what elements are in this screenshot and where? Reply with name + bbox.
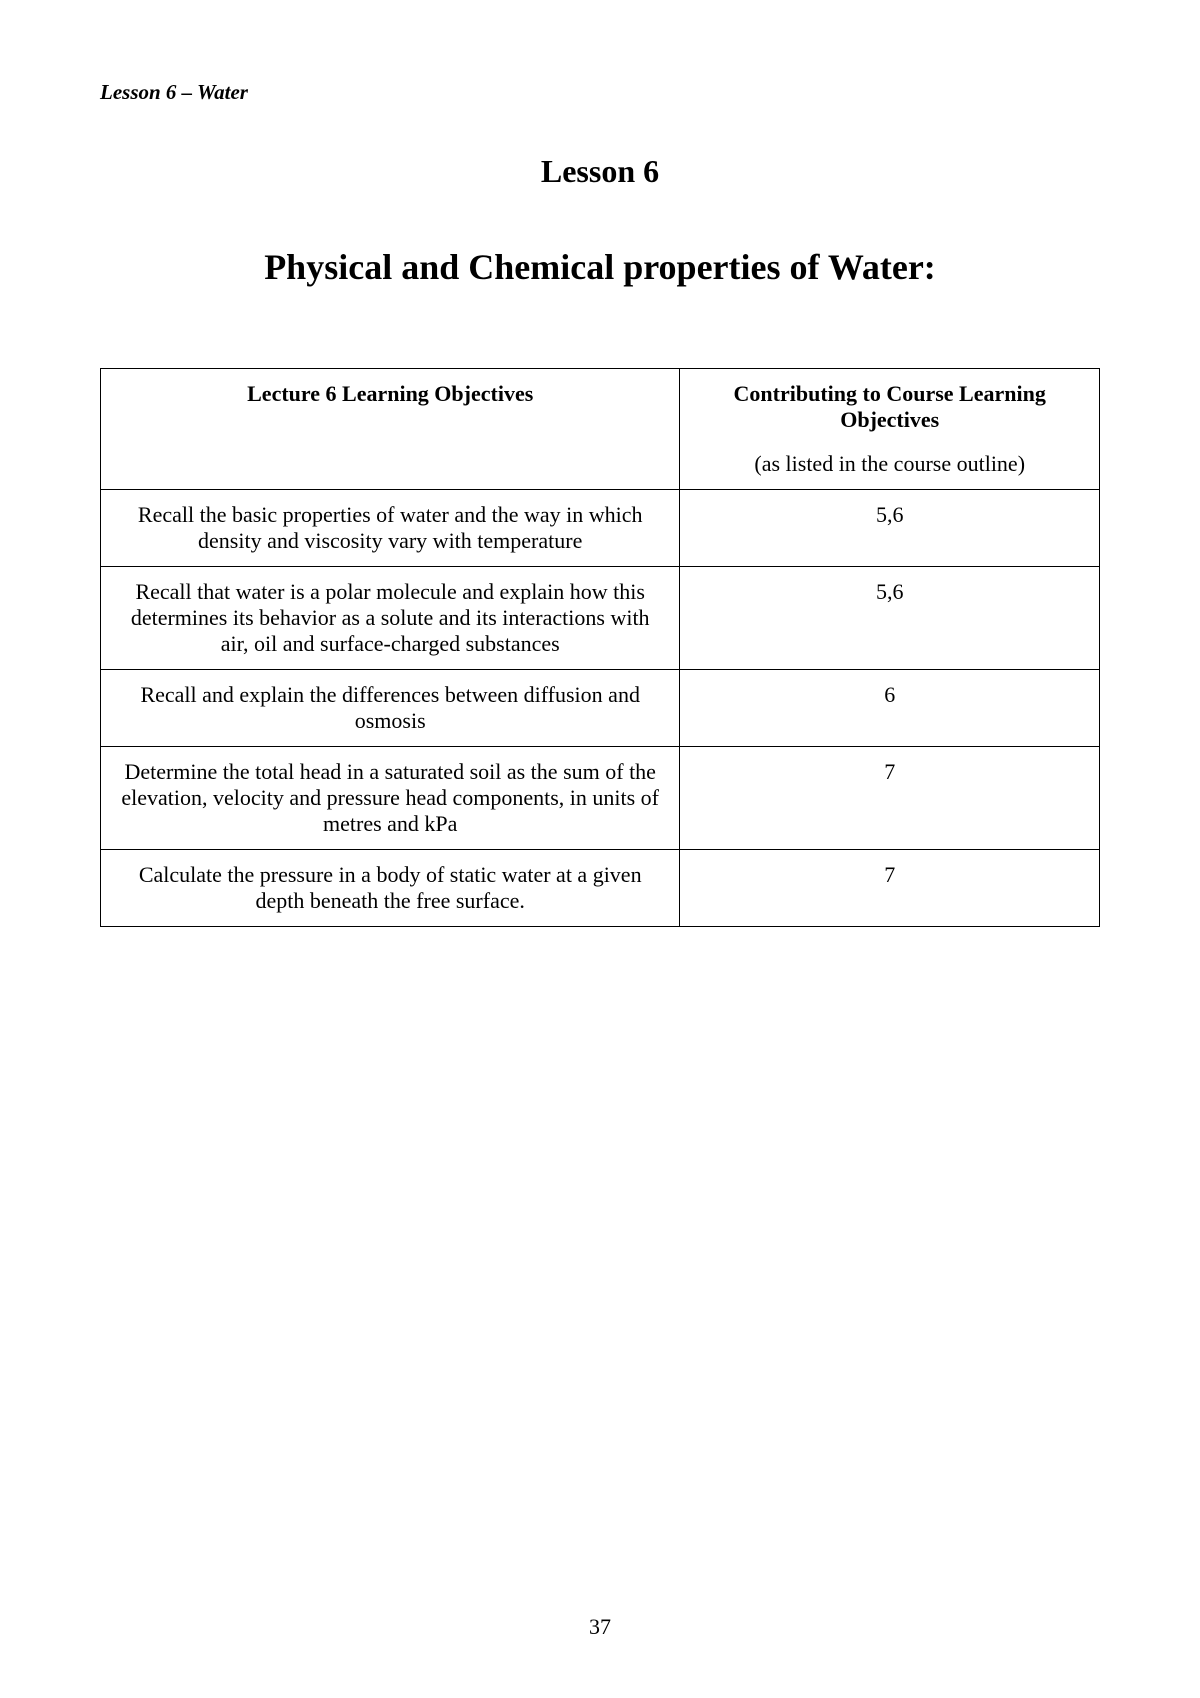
main-title: Physical and Chemical properties of Wate… <box>100 246 1100 288</box>
table-header-row: Lecture 6 Learning Objectives Contributi… <box>101 369 1100 490</box>
objective-cell: Determine the total head in a saturated … <box>101 747 680 850</box>
table-row: Recall and explain the differences betwe… <box>101 670 1100 747</box>
contributing-cell: 5,6 <box>680 567 1100 670</box>
objectives-table: Lecture 6 Learning Objectives Contributi… <box>100 368 1100 927</box>
contributing-cell: 7 <box>680 850 1100 927</box>
objective-cell: Recall that water is a polar molecule an… <box>101 567 680 670</box>
page-header: Lesson 6 – Water <box>100 80 1100 105</box>
header-right-bold: Contributing to Course Learning Objectiv… <box>698 381 1081 433</box>
objective-cell: Recall and explain the differences betwe… <box>101 670 680 747</box>
objective-cell: Calculate the pressure in a body of stat… <box>101 850 680 927</box>
contributing-cell: 5,6 <box>680 490 1100 567</box>
lesson-title: Lesson 6 <box>100 153 1100 190</box>
header-right-normal: (as listed in the course outline) <box>698 451 1081 477</box>
contributing-cell: 6 <box>680 670 1100 747</box>
table-header-left: Lecture 6 Learning Objectives <box>101 369 680 490</box>
table-row: Determine the total head in a saturated … <box>101 747 1100 850</box>
table-header-right: Contributing to Course Learning Objectiv… <box>680 369 1100 490</box>
contributing-cell: 7 <box>680 747 1100 850</box>
table-row: Recall the basic properties of water and… <box>101 490 1100 567</box>
table-row: Calculate the pressure in a body of stat… <box>101 850 1100 927</box>
table-row: Recall that water is a polar molecule an… <box>101 567 1100 670</box>
page-number: 37 <box>0 1614 1200 1640</box>
objective-cell: Recall the basic properties of water and… <box>101 490 680 567</box>
